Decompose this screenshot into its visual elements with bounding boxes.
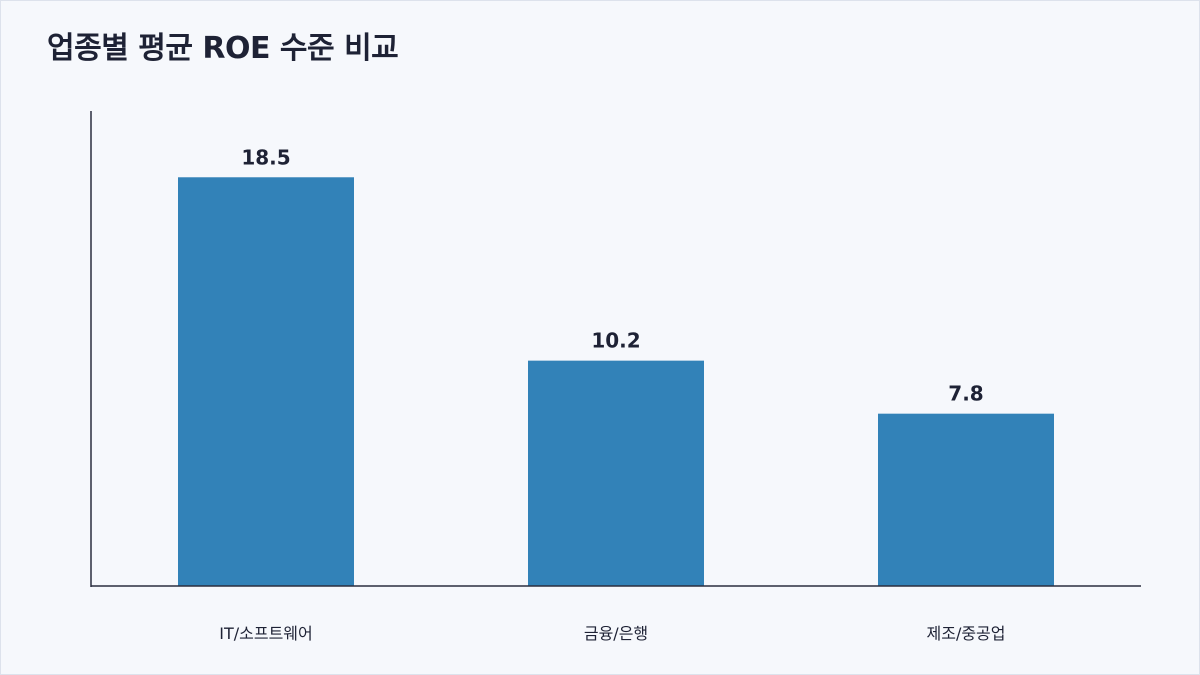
category-label-3: 제조/중공업 <box>927 624 1006 643</box>
bar-3 <box>878 413 1054 586</box>
bar-1 <box>178 177 354 587</box>
bar-2 <box>528 360 704 586</box>
value-label-3: 7.8 <box>948 382 983 406</box>
category-label-1: IT/소프트웨어 <box>219 624 312 643</box>
category-label-2: 금융/은행 <box>584 624 648 643</box>
value-label-1: 18.5 <box>241 145 290 169</box>
chart-title: 업종별 평균 ROE 수준 비교 <box>47 31 399 66</box>
value-label-2: 10.2 <box>591 329 640 353</box>
